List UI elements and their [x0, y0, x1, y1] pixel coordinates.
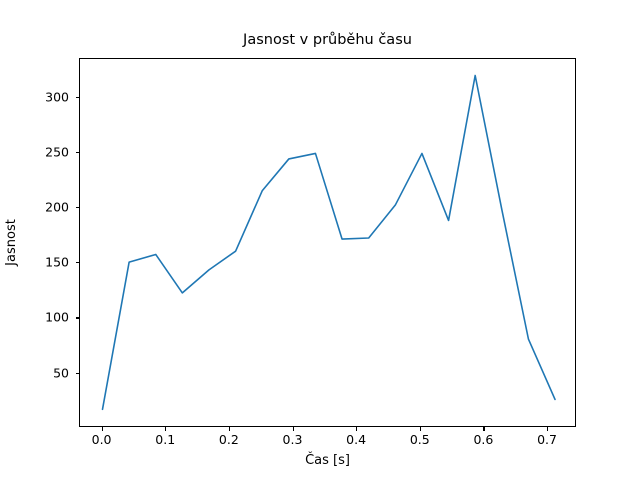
x-tick-label: 0.4	[346, 432, 367, 447]
x-tick-label: 0.5	[409, 432, 430, 447]
x-tick-mark	[228, 427, 230, 431]
x-tick-mark	[419, 427, 421, 431]
y-tick-mark	[75, 207, 79, 209]
x-tick-mark	[101, 427, 103, 431]
x-tick-label: 0.2	[218, 432, 239, 447]
y-tick-label: 300	[45, 89, 69, 105]
y-axis-label: Jasnost	[0, 58, 22, 427]
y-axis-label-text: Jasnost	[3, 219, 19, 266]
x-tick-mark	[292, 427, 294, 431]
plot-area	[79, 58, 576, 427]
y-tick-mark	[75, 96, 79, 98]
y-tick-label: 50	[53, 365, 69, 381]
x-tick-label: 0.7	[537, 432, 557, 447]
x-tick-label: 0.1	[155, 432, 176, 447]
chart-title: Jasnost v průběhu času	[243, 32, 412, 48]
x-tick-mark	[547, 427, 549, 431]
x-tick-label: 0.0	[91, 432, 112, 447]
y-tick-label: 200	[45, 199, 69, 215]
y-tick-label: 150	[45, 254, 69, 270]
data-line	[101, 74, 556, 411]
x-tick-mark	[356, 427, 358, 431]
x-tick-mark	[165, 427, 167, 431]
y-tick-label: 100	[45, 309, 69, 325]
y-tick-label: 250	[45, 144, 69, 160]
x-tick-mark	[483, 427, 485, 431]
y-tick-mark	[75, 262, 79, 264]
x-axis-label: Čas [s]	[305, 453, 350, 468]
x-tick-label: 0.6	[473, 432, 494, 447]
x-tick-label: 0.3	[282, 432, 303, 447]
y-tick-mark	[75, 317, 79, 319]
line-series-svg	[101, 74, 556, 411]
y-tick-mark	[75, 151, 79, 153]
y-tick-mark	[75, 372, 79, 374]
